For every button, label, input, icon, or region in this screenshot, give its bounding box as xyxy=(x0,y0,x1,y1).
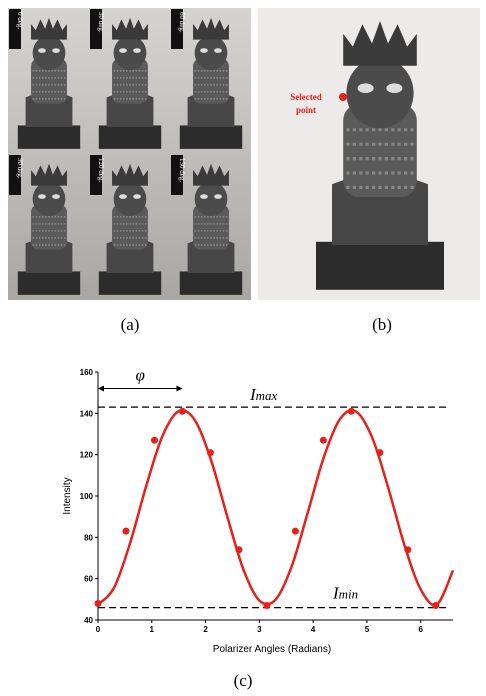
angle-label: 60 deg. xyxy=(178,12,186,33)
x-tick-label: 5 xyxy=(365,625,370,634)
reference-label: Imax xyxy=(249,385,278,404)
caption: (a) xyxy=(121,315,140,334)
data-point xyxy=(151,437,158,444)
phi-label: φ xyxy=(136,366,145,385)
face xyxy=(33,36,66,70)
pedestal xyxy=(18,125,80,148)
angle-label: 90 deg. xyxy=(16,158,24,179)
pedestal xyxy=(99,125,161,148)
eye xyxy=(119,194,127,199)
x-axis-label: Polarizer Angles (Radians) xyxy=(213,644,331,655)
pedestal xyxy=(18,271,80,294)
angle-label: 30 deg. xyxy=(97,12,105,33)
data-point xyxy=(95,600,102,607)
data-point xyxy=(376,449,383,456)
reference-label-sub: max xyxy=(256,388,278,403)
face xyxy=(114,36,147,70)
data-point xyxy=(122,528,129,535)
x-tick-label: 3 xyxy=(257,625,262,634)
eye xyxy=(200,194,208,199)
pedestal xyxy=(180,125,242,148)
eye xyxy=(119,48,127,53)
face xyxy=(346,58,413,128)
face xyxy=(33,182,66,216)
data-point xyxy=(404,546,411,553)
data-point xyxy=(348,408,355,415)
data-point xyxy=(235,546,242,553)
selected-label: Selected xyxy=(290,92,322,102)
data-point xyxy=(179,408,186,415)
caption: (b) xyxy=(372,315,392,334)
eye xyxy=(133,194,141,199)
pedestal xyxy=(180,271,242,294)
y-tick-label: 40 xyxy=(84,616,93,625)
x-tick-label: 0 xyxy=(96,625,101,634)
reference-label-sub: min xyxy=(339,587,359,602)
y-tick-label: 120 xyxy=(80,451,94,460)
eye xyxy=(133,48,141,53)
data-point xyxy=(320,437,327,444)
y-tick-label: 100 xyxy=(80,492,94,501)
caption: (c) xyxy=(234,671,253,690)
y-axis-label: Intensity xyxy=(62,477,73,514)
x-tick-label: 1 xyxy=(150,625,155,634)
data-point xyxy=(263,602,270,609)
x-tick-label: 2 xyxy=(203,625,208,634)
reference-label: Imin xyxy=(332,584,358,603)
eye xyxy=(38,194,46,199)
eye xyxy=(52,48,60,53)
pedestal xyxy=(99,271,161,294)
eye xyxy=(214,48,222,53)
y-tick-label: 80 xyxy=(84,533,93,542)
angle-label: 150 deg. xyxy=(178,158,186,182)
x-tick-label: 4 xyxy=(311,625,316,634)
eye xyxy=(200,48,208,53)
y-tick-label: 140 xyxy=(80,409,94,418)
x-tick-label: 6 xyxy=(419,625,424,634)
eye xyxy=(52,194,60,199)
eye xyxy=(358,83,374,93)
face xyxy=(114,182,147,216)
face xyxy=(195,36,228,70)
face xyxy=(195,182,228,216)
data-point xyxy=(207,449,214,456)
selected-label: point xyxy=(296,105,316,115)
angle-label: 120 deg. xyxy=(97,158,105,182)
eye xyxy=(386,83,402,93)
figure: (a) (b) (c) 0 deg. 30 deg. 60 deg. 90 deg. 1… xyxy=(0,0,486,696)
data-point xyxy=(432,602,439,609)
eye xyxy=(38,48,46,53)
y-tick-label: 160 xyxy=(80,368,94,377)
y-tick-label: 60 xyxy=(84,575,93,584)
selected-point xyxy=(339,93,347,101)
eye xyxy=(214,194,222,199)
pedestal xyxy=(316,242,444,290)
data-point xyxy=(292,528,299,535)
angle-label: 0 deg. xyxy=(16,12,24,29)
